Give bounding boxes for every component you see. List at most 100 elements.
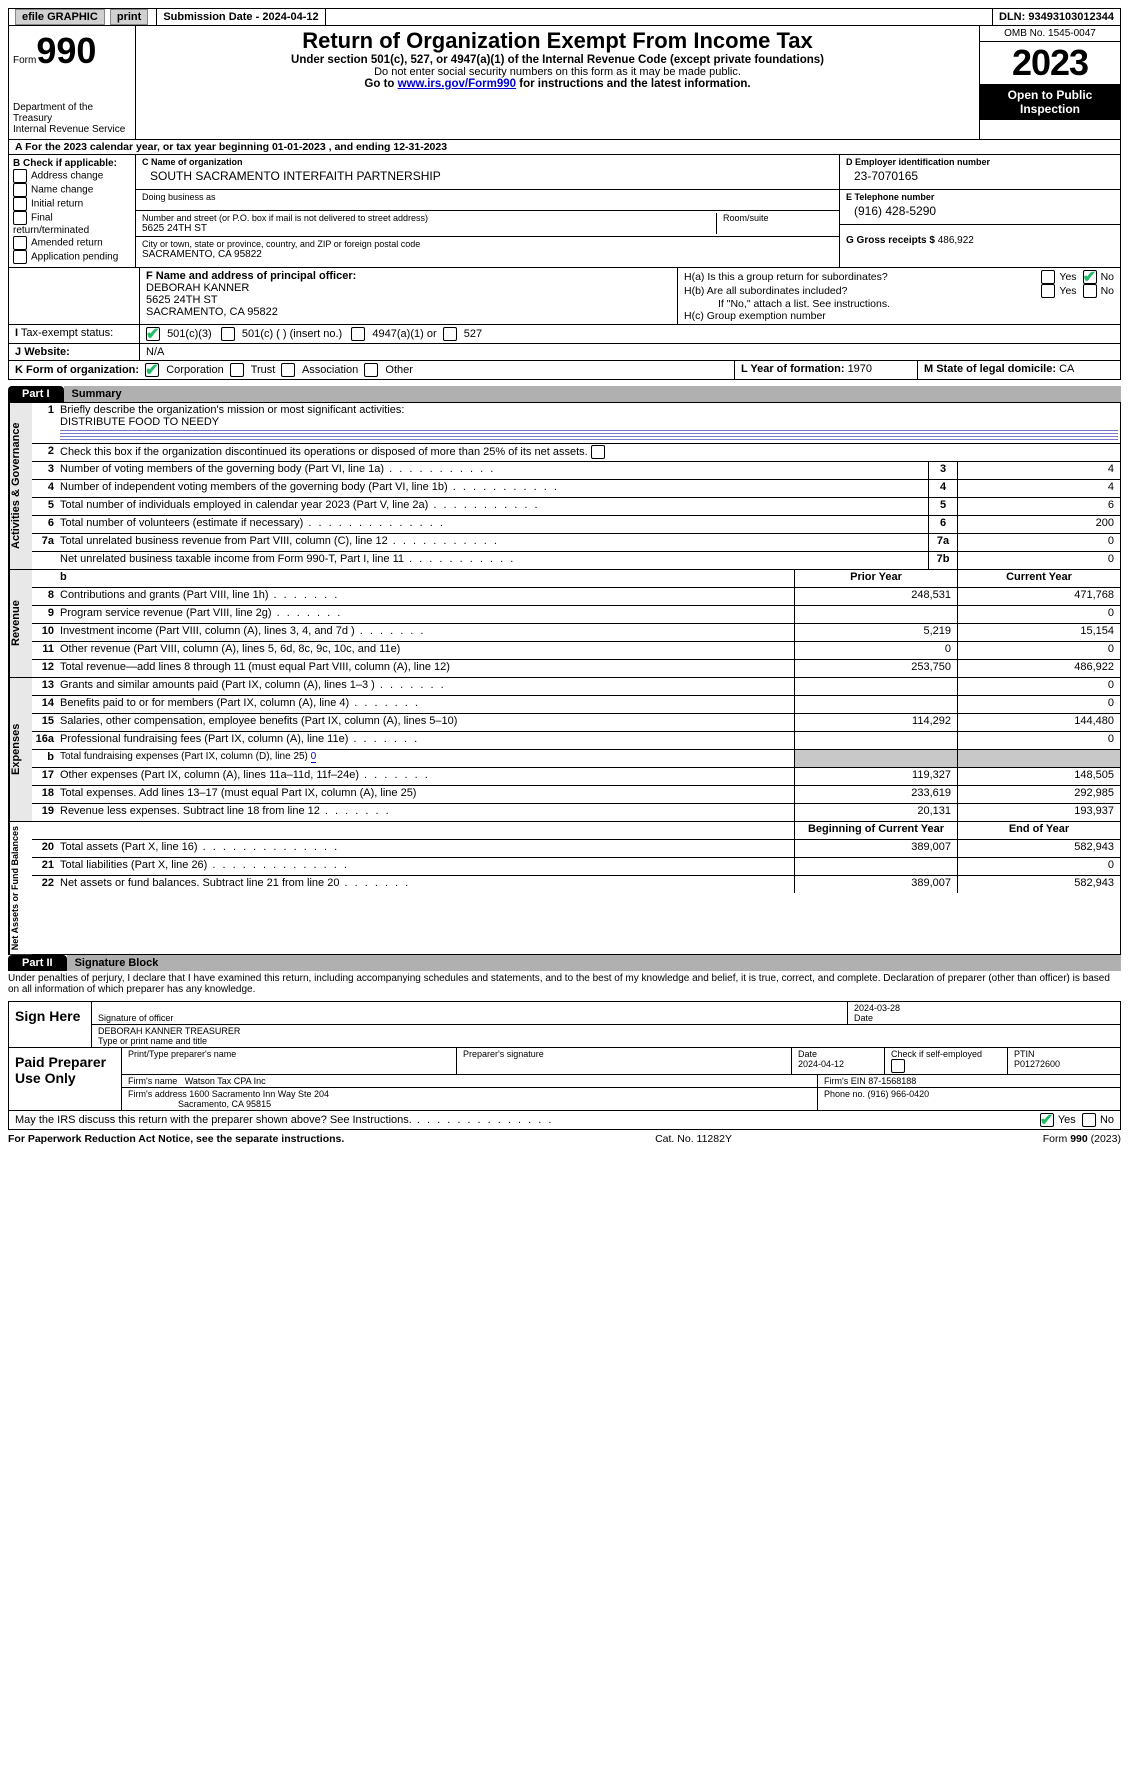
l19: Revenue less expenses. Subtract line 18 …	[58, 804, 794, 821]
v4: 4	[957, 480, 1120, 497]
l2-check[interactable]	[591, 445, 605, 459]
v7b: 0	[957, 552, 1120, 569]
l-lab: L Year of formation:	[741, 363, 848, 375]
submission-date: 2024-04-12	[262, 11, 318, 23]
h-begin: Beginning of Current Year	[794, 822, 957, 839]
city-val: SACRAMENTO, CA 95822	[142, 249, 833, 260]
hb-no[interactable]	[1083, 284, 1097, 298]
p14	[794, 696, 957, 713]
sig-date: 2024-03-28	[854, 1003, 900, 1013]
c8: 471,768	[957, 588, 1120, 605]
l16a: Professional fundraising fees (Part IX, …	[58, 732, 794, 749]
hb-no-lab: No	[1101, 285, 1114, 297]
p16b-grey	[794, 750, 957, 767]
discuss-yes[interactable]	[1040, 1113, 1054, 1127]
paid-preparer-label: Paid Preparer Use Only	[9, 1048, 122, 1110]
firm-addr-lab: Firm's address	[128, 1089, 187, 1099]
instructions-link[interactable]: www.irs.gov/Form990	[398, 78, 516, 90]
i-501c[interactable]	[221, 327, 235, 341]
c16a: 0	[957, 732, 1120, 749]
fh-row: F Name and address of principal officer:…	[8, 268, 1121, 325]
discuss-row: May the IRS discuss this return with the…	[8, 1111, 1121, 1130]
ha-yes-lab: Yes	[1059, 271, 1076, 283]
c12: 486,922	[957, 660, 1120, 677]
phone-lab: E Telephone number	[846, 192, 1114, 202]
check-name-change[interactable]	[13, 183, 27, 197]
omb-no: 1545-0047	[1048, 28, 1096, 39]
k-other[interactable]	[364, 363, 378, 377]
i-501c3[interactable]	[146, 327, 160, 341]
i-527[interactable]	[443, 327, 457, 341]
print-button[interactable]: print	[110, 9, 148, 25]
hb-yes[interactable]	[1041, 284, 1055, 298]
subtitle-2: Do not enter social security numbers on …	[140, 66, 975, 78]
foot-right: Form 990 (2023)	[1043, 1133, 1121, 1145]
v3: 4	[957, 462, 1120, 479]
check-final-return[interactable]	[13, 211, 27, 225]
tax-year: 2023	[980, 42, 1120, 84]
line-a: A For the 2023 calendar year, or tax yea…	[8, 140, 1121, 155]
p18: 233,619	[794, 786, 957, 803]
dln-value: 93493103012344	[1028, 11, 1114, 23]
check-initial-return[interactable]	[13, 197, 27, 211]
part2-tab: Part II	[8, 955, 67, 971]
efile-tag: efile GRAPHIC	[15, 9, 105, 25]
p16a	[794, 732, 957, 749]
discuss-no[interactable]	[1082, 1113, 1096, 1127]
prep-date: 2024-04-12	[798, 1059, 844, 1069]
ha-yes[interactable]	[1041, 270, 1055, 284]
e21: 0	[957, 858, 1120, 875]
opt-name-change: Name change	[31, 185, 93, 196]
m-val: CA	[1059, 363, 1074, 375]
check-app-pending[interactable]	[13, 250, 27, 264]
ptin-val: P01272600	[1014, 1059, 1060, 1069]
submission-date-label: Submission Date -	[163, 11, 262, 23]
form-number: 990	[36, 30, 96, 71]
h-curr: Current Year	[957, 570, 1120, 587]
goto-post: for instructions and the latest informat…	[519, 78, 750, 90]
check-address-change[interactable]	[13, 169, 27, 183]
k-o1: Corporation	[166, 364, 223, 376]
l12: Total revenue—add lines 8 through 11 (mu…	[58, 660, 794, 677]
firm-addr1: 1600 Sacramento Inn Way Ste 204	[189, 1089, 329, 1099]
selfemp-check[interactable]	[891, 1059, 905, 1073]
firm-ein-lab: Firm's EIN	[824, 1076, 868, 1086]
k-assoc[interactable]	[281, 363, 295, 377]
h-prior: Prior Year	[794, 570, 957, 587]
k-trust[interactable]	[230, 363, 244, 377]
p19: 20,131	[794, 804, 957, 821]
i-4947[interactable]	[351, 327, 365, 341]
hb: b	[58, 570, 794, 587]
foot-mid: Cat. No. 11282Y	[655, 1133, 732, 1145]
p10: 5,219	[794, 624, 957, 641]
col-deg: D Employer identification number 23-7070…	[839, 155, 1120, 267]
row-j: J Website: N/A	[8, 344, 1121, 361]
opt-amended: Amended return	[31, 238, 103, 249]
l21: Total liabilities (Part X, line 26)	[58, 858, 794, 875]
p9	[794, 606, 957, 623]
tax-year-begin: 01-01-2023	[272, 141, 326, 153]
l16bval: 0	[311, 751, 317, 763]
opt-app-pending: Application pending	[31, 252, 118, 263]
firm-ph: (916) 966-0420	[868, 1089, 930, 1099]
hb-note: If "No," attach a list. See instructions…	[684, 298, 1114, 310]
p15: 114,292	[794, 714, 957, 731]
prep-date-lab: Date	[798, 1049, 817, 1059]
l5-text: Total number of individuals employed in …	[58, 498, 928, 515]
i-o4: 527	[464, 328, 482, 340]
hb-text: H(b) Are all subordinates included?	[684, 285, 1041, 297]
foot-left: For Paperwork Reduction Act Notice, see …	[8, 1133, 344, 1145]
k-corp[interactable]	[145, 363, 159, 377]
section-expenses: Expenses 13Grants and similar amounts pa…	[8, 678, 1121, 822]
col-c: C Name of organization SOUTH SACRAMENTO …	[136, 155, 839, 267]
paid-preparer-block: Paid Preparer Use Only Print/Type prepar…	[8, 1048, 1121, 1111]
check-amended[interactable]	[13, 236, 27, 250]
prep-name-lab: Print/Type preparer's name	[122, 1048, 457, 1074]
line-a-mid: , and ending	[329, 141, 394, 153]
org-name: SOUTH SACRAMENTO INTERFAITH PARTNERSHIP	[142, 167, 833, 187]
p17: 119,327	[794, 768, 957, 785]
l16b: Total fundraising expenses (Part IX, col…	[60, 751, 311, 762]
k-o3: Association	[302, 364, 358, 376]
ha-no[interactable]	[1083, 270, 1097, 284]
b22: 389,007	[794, 876, 957, 893]
